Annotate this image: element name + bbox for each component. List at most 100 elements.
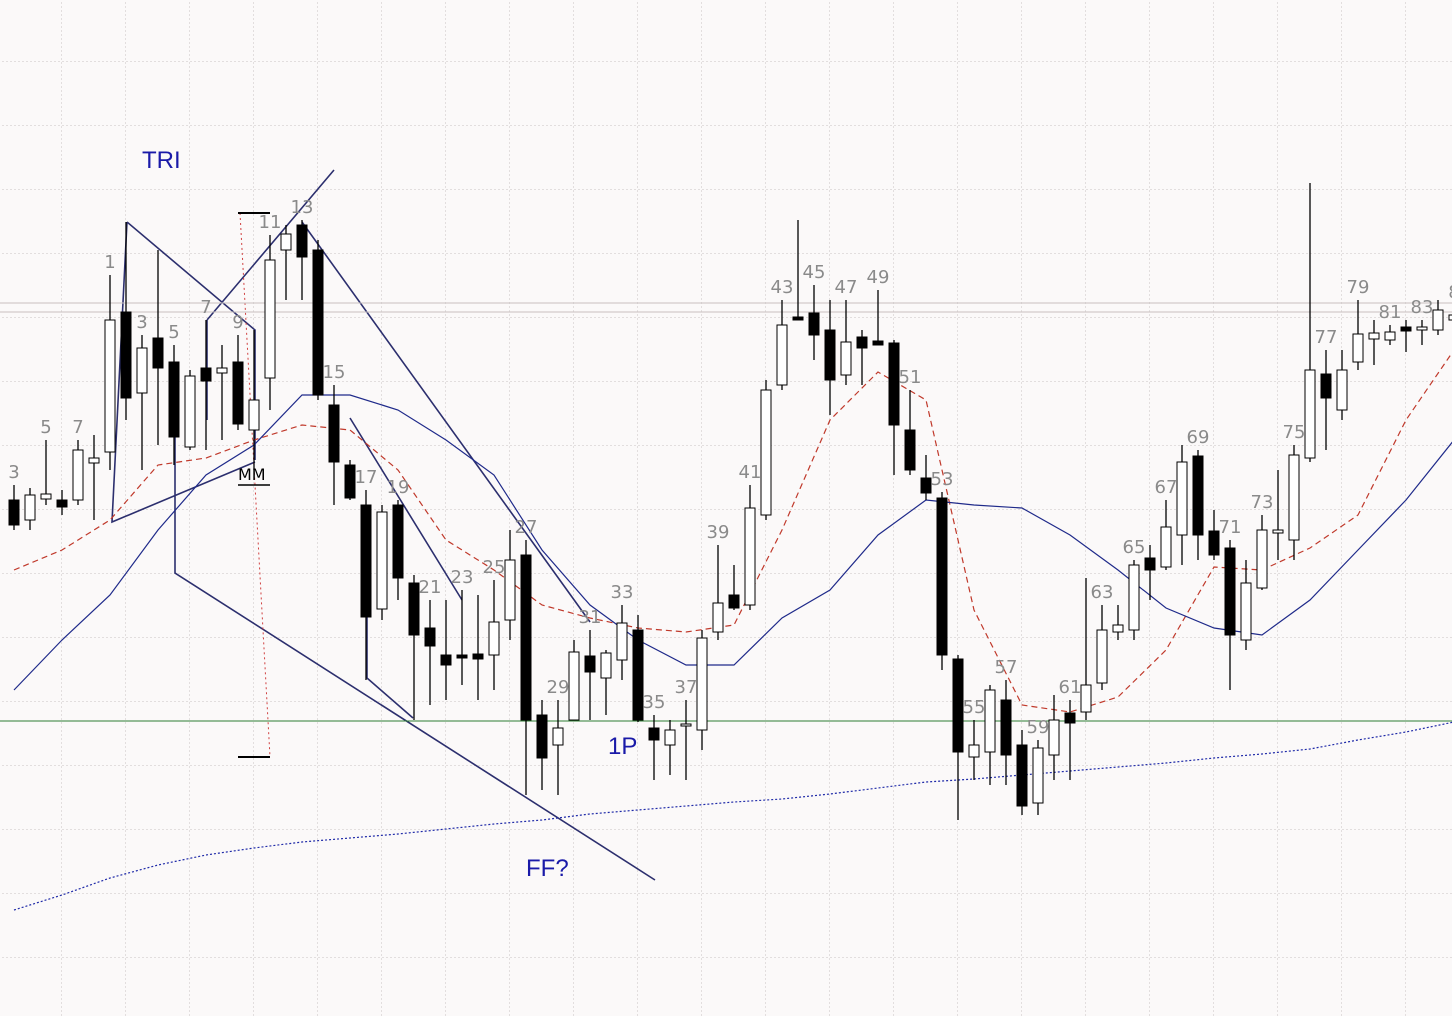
candle-body	[488, 621, 500, 656]
candle-body	[264, 259, 276, 379]
bar-label: 31	[579, 607, 602, 628]
candle-body	[56, 499, 68, 508]
candle-body	[1064, 712, 1076, 724]
candle-body	[1400, 326, 1412, 332]
candle-body	[168, 361, 180, 438]
candle-body	[1320, 373, 1332, 399]
bar-label: 65	[1123, 537, 1146, 558]
candle-body	[376, 511, 388, 610]
candle-body	[1384, 331, 1396, 341]
candle-body	[968, 744, 980, 758]
bar-label: 23	[451, 567, 474, 588]
candle-body	[40, 493, 52, 500]
bar-label: 47	[835, 277, 858, 298]
candle-body	[696, 637, 708, 731]
bar-label: 11	[259, 212, 282, 233]
candle-body	[232, 361, 244, 425]
candle-body	[568, 651, 580, 721]
candle-body	[728, 594, 740, 609]
bar-label: 35	[643, 692, 666, 713]
candle-body	[920, 477, 932, 494]
candle-body	[1240, 582, 1252, 641]
candle-body	[24, 494, 36, 521]
candle-body	[1144, 557, 1156, 571]
bar-label: 9	[232, 312, 243, 333]
candle-body	[1256, 529, 1268, 589]
candle-body	[344, 464, 356, 499]
bar-label: 83	[1411, 297, 1434, 318]
candle-body	[1080, 684, 1092, 713]
candle-body	[456, 654, 468, 659]
candle-body	[1368, 332, 1380, 340]
candle-body	[744, 507, 756, 606]
candle-body	[1336, 369, 1348, 411]
bar-label: 37	[675, 677, 698, 698]
candle-body	[584, 655, 596, 673]
candle-body	[1288, 454, 1300, 541]
candle-body	[1112, 624, 1124, 633]
annotation: MM	[238, 465, 266, 484]
candle-body	[280, 233, 292, 251]
candle-body	[1192, 455, 1204, 536]
candle-body	[1176, 461, 1188, 536]
candle-body	[88, 457, 100, 464]
candle-body	[1304, 369, 1316, 459]
candle-body	[136, 347, 148, 394]
candle-body	[8, 499, 20, 526]
candle-body	[888, 342, 900, 426]
candle-body	[312, 249, 324, 396]
bar-label: 27	[515, 517, 538, 538]
annotation: TRI	[142, 147, 181, 174]
bar-label: 25	[483, 557, 506, 578]
annotation: FF?	[526, 855, 569, 882]
bar-label: 5	[168, 322, 179, 343]
candle-body	[1352, 333, 1364, 363]
candle-body	[872, 340, 884, 346]
candle-body	[536, 714, 548, 759]
bar-label: 59	[1027, 717, 1050, 738]
candle-body	[520, 554, 532, 721]
candle-body	[760, 389, 772, 516]
measure	[238, 212, 271, 758]
candle-body	[1128, 564, 1140, 631]
bar-label: 67	[1155, 477, 1178, 498]
bar-label: 33	[611, 582, 634, 603]
candle-body	[1160, 526, 1172, 568]
bar-label: 1	[104, 252, 115, 273]
annotation: 1P	[608, 733, 637, 760]
candle-body	[664, 729, 676, 746]
candle-body	[1208, 530, 1220, 556]
candle-body	[904, 429, 916, 471]
bar-label: 41	[739, 462, 762, 483]
candle-body	[680, 723, 692, 727]
bar-label: 5	[40, 417, 51, 438]
candle-body	[1224, 547, 1236, 636]
candle-body	[1032, 747, 1044, 804]
candle-body	[840, 341, 852, 376]
candle-body	[616, 622, 628, 661]
candle-body	[1272, 529, 1284, 534]
candle-body	[392, 504, 404, 579]
bar-label: 3	[136, 312, 147, 333]
candle-body	[504, 559, 516, 621]
candle-body	[1416, 326, 1428, 331]
bar-label: 21	[419, 577, 442, 598]
candle-body	[120, 311, 132, 399]
bar-label: 61	[1059, 677, 1082, 698]
bar-label: 75	[1283, 422, 1306, 443]
candle-body	[712, 602, 724, 633]
candle-body	[1048, 719, 1060, 756]
candle-body	[200, 367, 212, 382]
bar-label: 57	[995, 657, 1018, 678]
candle-body	[552, 727, 564, 746]
candle-body	[296, 224, 308, 258]
candle-body	[856, 336, 868, 349]
candle-body	[472, 653, 484, 660]
bar-label: 71	[1219, 517, 1242, 538]
candle-body	[360, 504, 372, 618]
bar-label: 79	[1347, 277, 1370, 298]
bar-label: 29	[547, 677, 570, 698]
bar-label: 43	[771, 277, 794, 298]
candle-body	[424, 627, 436, 647]
